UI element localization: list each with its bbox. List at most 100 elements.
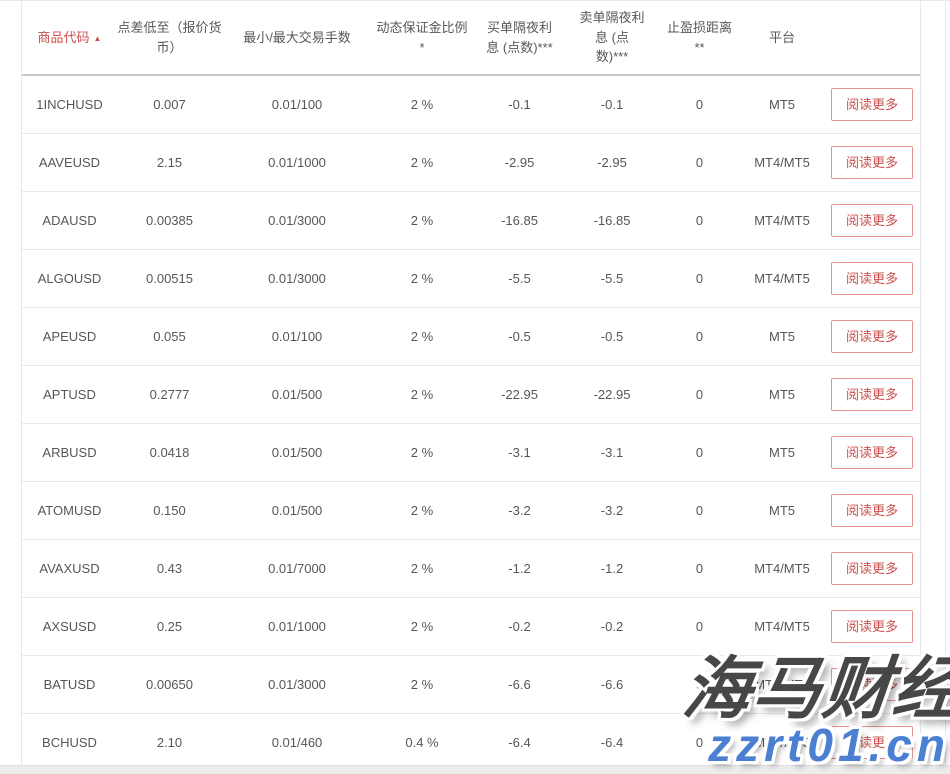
table-row: BATUSD 0.00650 0.01/3000 2 % -6.6 -6.6 0 MT4/MT… [22, 656, 920, 714]
cell-actions: 阅读更多 [822, 668, 920, 701]
cell-buy_swap: -3.2 [508, 503, 531, 518]
cell-sell_swap: -0.2 [600, 619, 624, 634]
cell-sell_swap: -1.2 [600, 561, 624, 576]
cell-code: AXSUSD [42, 619, 97, 634]
cell-spread: 0.0418 [149, 445, 190, 460]
cell-platform: MT4/MT5 [754, 735, 810, 750]
read-more-button[interactable]: 阅读更多 [831, 726, 913, 759]
cell-sell_swap: -5.5 [600, 271, 624, 286]
cell-actions: 阅读更多 [822, 436, 920, 469]
cell-actions: 阅读更多 [822, 378, 920, 411]
read-more-button[interactable]: 阅读更多 [831, 262, 913, 295]
column-header-label: 止盈损距离 ** [666, 20, 732, 55]
cell-actions: 阅读更多 [822, 494, 920, 527]
column-header-lots: 最小/最大交易手数 [222, 28, 372, 48]
cell-platform: MT4/MT5 [754, 213, 810, 228]
cell-lots: 0.01/7000 [268, 561, 326, 576]
read-more-button[interactable]: 阅读更多 [831, 320, 913, 353]
column-header-label: 最小/最大交易手数 [243, 29, 351, 45]
cell-sell_swap: -22.95 [593, 387, 631, 402]
cell-lots: 0.01/3000 [268, 213, 326, 228]
cell-sell_swap: -6.6 [600, 677, 624, 692]
cell-sell_swap: -2.95 [597, 155, 627, 170]
table-row: ARBUSD 0.0418 0.01/500 2 % -3.1 -3.1 0 MT5 阅读更多 [22, 424, 920, 482]
cell-buy_swap: -0.5 [508, 329, 531, 344]
cell-sell_swap: -0.1 [600, 97, 624, 112]
cell-code: ATOMUSD [37, 503, 102, 518]
column-header-sell_swap: 卖单隔夜利息 (点数)*** [567, 8, 657, 67]
read-more-button[interactable]: 阅读更多 [831, 88, 913, 121]
table-body: 1INCHUSD 0.007 0.01/100 2 % -0.1 -0.1 0 MT5 阅读更多… [22, 76, 920, 772]
column-header-stop: 止盈损距离 ** [657, 18, 742, 57]
top-divider [0, 0, 950, 1]
cell-stop: 0 [695, 619, 704, 634]
cell-margin: 2 % [410, 271, 434, 286]
cell-actions: 阅读更多 [822, 552, 920, 585]
cell-actions: 阅读更多 [822, 88, 920, 121]
cell-buy_swap: -16.85 [501, 213, 538, 228]
cell-stop: 0 [695, 387, 704, 402]
read-more-button[interactable]: 阅读更多 [831, 436, 913, 469]
cell-spread: 0.00385 [146, 213, 193, 228]
cell-spread: 2.15 [156, 155, 183, 170]
cell-margin: 2 % [410, 387, 434, 402]
cell-margin: 2 % [410, 329, 434, 344]
cell-spread: 0.150 [153, 503, 186, 518]
cell-actions: 阅读更多 [822, 204, 920, 237]
cell-stop: 0 [695, 503, 704, 518]
table-row: ADAUSD 0.00385 0.01/3000 2 % -16.85 -16.85 0 MT… [22, 192, 920, 250]
read-more-button[interactable]: 阅读更多 [831, 668, 913, 701]
cell-margin: 2 % [410, 677, 434, 692]
table-row: 1INCHUSD 0.007 0.01/100 2 % -0.1 -0.1 0 MT5 阅读更多 [22, 76, 920, 134]
cell-code: ALGOUSD [37, 271, 102, 286]
column-header-label: 点差低至（报价货币） [117, 20, 222, 55]
cell-actions: 阅读更多 [822, 726, 920, 759]
cell-code: ARBUSD [42, 445, 97, 460]
cell-margin: 2 % [410, 445, 434, 460]
read-more-button[interactable]: 阅读更多 [831, 610, 913, 643]
cell-stop: 0 [695, 735, 704, 750]
column-header-platform: 平台 [742, 28, 822, 48]
read-more-button[interactable]: 阅读更多 [831, 204, 913, 237]
cell-platform: MT5 [769, 503, 795, 518]
cell-actions: 阅读更多 [822, 320, 920, 353]
column-header-spread: 点差低至（报价货币） [117, 18, 222, 57]
read-more-button[interactable]: 阅读更多 [831, 494, 913, 527]
table-row: AXSUSD 0.25 0.01/1000 2 % -0.2 -0.2 0 MT4/MT5 阅读… [22, 598, 920, 656]
table-row: ALGOUSD 0.00515 0.01/3000 2 % -5.5 -5.5 0 MT4/M… [22, 250, 920, 308]
cell-buy_swap: -3.1 [508, 445, 531, 460]
cell-code: BATUSD [43, 677, 96, 692]
cell-stop: 0 [695, 445, 704, 460]
cell-margin: 0.4 % [405, 735, 439, 750]
cell-platform: MT4/MT5 [754, 619, 810, 634]
read-more-button[interactable]: 阅读更多 [831, 378, 913, 411]
read-more-button[interactable]: 阅读更多 [831, 146, 913, 179]
table-row: BCHUSD 2.10 0.01/460 0.4 % -6.4 -6.4 0 MT4/MT5 阅… [22, 714, 920, 772]
cell-platform: MT5 [769, 97, 795, 112]
cell-platform: MT5 [769, 387, 795, 402]
cell-lots: 0.01/500 [271, 503, 323, 518]
cell-platform: MT4/MT5 [754, 271, 810, 286]
cell-margin: 2 % [410, 503, 434, 518]
read-more-button[interactable]: 阅读更多 [831, 552, 913, 585]
horizontal-scrollbar-track[interactable] [0, 765, 950, 774]
cell-stop: 0 [695, 155, 704, 170]
cell-lots: 0.01/460 [271, 735, 323, 750]
cell-platform: MT4/MT5 [754, 677, 810, 692]
cell-platform: MT5 [769, 445, 795, 460]
cell-code: APEUSD [42, 329, 97, 344]
vertical-scrollbar-track[interactable] [945, 0, 946, 765]
cell-sell_swap: -16.85 [593, 213, 631, 228]
column-header-buy_swap: 买单隔夜利息 (点数)*** [472, 18, 567, 57]
cell-margin: 2 % [410, 619, 434, 634]
cell-spread: 0.43 [156, 561, 183, 576]
cell-margin: 2 % [410, 561, 434, 576]
cell-lots: 0.01/100 [271, 329, 323, 344]
column-header-code[interactable]: 商品代码 ▲ [22, 28, 117, 48]
cell-sell_swap: -3.2 [600, 503, 624, 518]
column-header-label: 动态保证金比例 * [376, 20, 468, 55]
cell-lots: 0.01/1000 [268, 619, 326, 634]
cell-stop: 0 [695, 271, 704, 286]
cell-lots: 0.01/500 [271, 445, 323, 460]
instruments-table: 商品代码 ▲ 点差低至（报价货币） 最小/最大交易手数 动态保证金比例 * 买单隔夜利息 … [21, 1, 921, 773]
